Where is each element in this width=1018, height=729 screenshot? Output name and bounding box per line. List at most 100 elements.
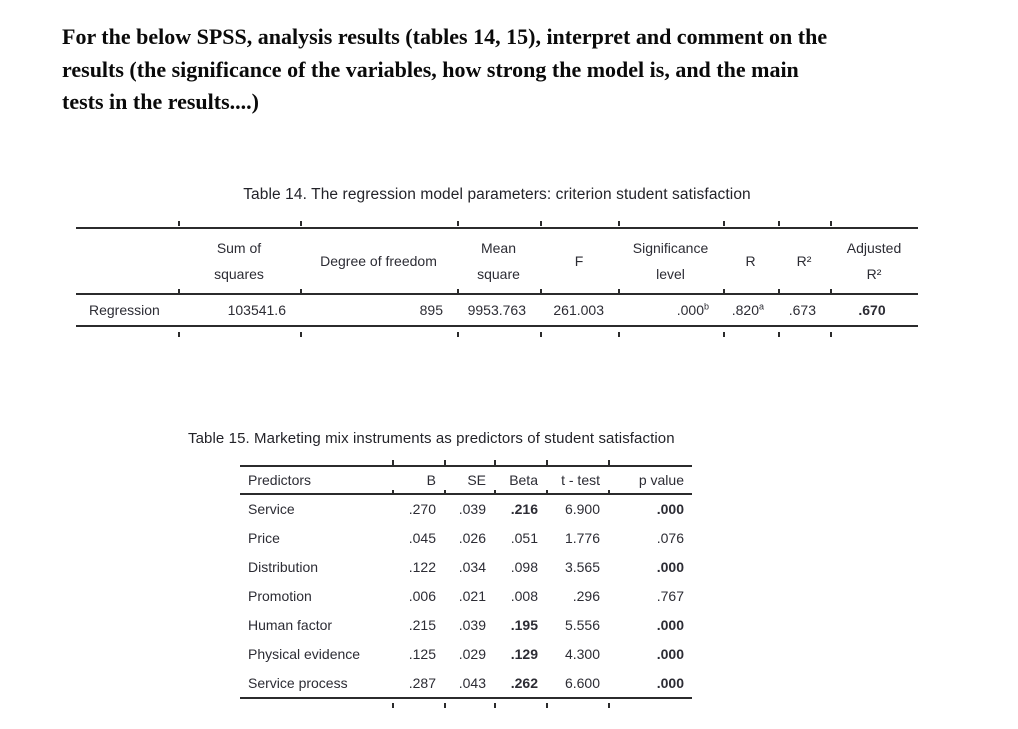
table15-header-b: B — [392, 465, 444, 495]
r-superscript: a — [758, 301, 764, 312]
header-line: Significance — [632, 240, 709, 256]
table-rule-tick — [618, 332, 620, 337]
f-cell: 261.003 — [540, 294, 618, 327]
table15-row-service-process: Service process .287 .043 .262 6.600 .00… — [240, 668, 692, 699]
table-rule-tick — [444, 703, 446, 708]
p-value-cell: .076 — [656, 529, 684, 546]
header-line: Sum of — [216, 240, 262, 256]
table14-caption: Table 14. The regression model parameter… — [243, 186, 751, 203]
t-test-cell: 4.300 — [564, 646, 600, 663]
table-rule-tick — [457, 332, 459, 337]
p-value-cell: .000 — [656, 646, 684, 663]
table-rule-tick — [723, 332, 725, 337]
p-value-cell: .000 — [656, 616, 684, 633]
table14-header-r-squared: R² — [778, 227, 830, 295]
question-line-1: For the below SPSS, analysis results (ta… — [62, 24, 828, 49]
table-rule-tick — [392, 490, 394, 495]
header-line: squares — [214, 266, 264, 282]
b-cell: .125 — [408, 646, 436, 663]
p-value-cell: .000 — [656, 558, 684, 575]
table-rule-tick — [540, 332, 542, 337]
table15-row-promotion: Promotion .006 .021 .008 .296 .767 — [240, 581, 692, 610]
table-rule-tick — [494, 490, 496, 495]
table15-row-price: Price .045 .026 .051 1.776 .076 — [240, 523, 692, 552]
table-rule-tick — [723, 289, 725, 294]
table-rule-tick — [830, 221, 832, 226]
b-cell: .287 — [392, 668, 444, 699]
r-value: .820 — [731, 302, 759, 318]
table-rule-tick — [608, 460, 610, 465]
se-cell: .026 — [458, 529, 486, 546]
table-rule-tick — [618, 221, 620, 226]
r-cell: .820a — [723, 294, 778, 327]
table15-row-human-factor: Human factor .215 .039 .195 5.556 .000 — [240, 610, 692, 639]
table-rule-tick — [457, 289, 459, 294]
table-rule-tick — [178, 289, 180, 294]
table-rule-tick — [300, 332, 302, 337]
p-value-cell: .000 — [608, 668, 692, 699]
degree-of-freedom-cell: 895 — [300, 294, 457, 327]
predictor-name-cell: Service — [248, 501, 295, 518]
table15-header-t-test: t - test — [546, 465, 608, 495]
predictor-name-cell: Service process — [240, 668, 392, 699]
t-test-cell: 5.556 — [564, 616, 600, 633]
se-cell: .039 — [458, 501, 486, 518]
table15-row-distribution: Distribution .122 .034 .098 3.565 .000 — [240, 552, 692, 581]
table-rule-tick — [494, 703, 496, 708]
table15-header-predictors: Predictors — [240, 465, 392, 495]
table14-header-significance-level: Significance level — [618, 227, 723, 295]
table-rule-tick — [494, 460, 496, 465]
regression-label-cell: Regression — [76, 294, 178, 327]
significance-superscript: b — [703, 301, 709, 312]
table-rule-tick — [778, 221, 780, 226]
p-value-cell: .000 — [656, 501, 684, 518]
question-line-2: results (the significance of the variabl… — [62, 56, 799, 82]
beta-cell: .216 — [510, 501, 538, 518]
table14-header-r: R — [723, 227, 778, 295]
t-test-cell: .296 — [572, 587, 600, 604]
table14-regression-model: Sum of squares Degree of freedom Mean squa… — [76, 227, 918, 327]
table15-row-service: Service .270 .039 .216 6.900 .000 — [240, 494, 692, 523]
table14-header-f: F — [540, 227, 618, 295]
table-rule-tick — [178, 221, 180, 226]
table-rule-tick — [608, 703, 610, 708]
table-rule-tick — [392, 703, 394, 708]
question-line-3: tests in the results....) — [62, 89, 259, 114]
header-line: Mean — [480, 240, 517, 256]
t-test-cell: 1.776 — [564, 529, 600, 546]
table-rule-tick — [830, 332, 832, 337]
b-cell: .006 — [408, 587, 436, 604]
t-test-cell: 6.600 — [546, 668, 608, 699]
beta-cell: .008 — [510, 587, 538, 604]
table15-predictors: Predictors B SE Beta t - test p value Se… — [240, 465, 692, 699]
table15-header-beta: Beta — [494, 465, 546, 495]
significance-cell: .000b — [618, 294, 723, 327]
se-cell: .039 — [458, 616, 486, 633]
beta-cell: .262 — [494, 668, 546, 699]
se-cell: .021 — [458, 587, 486, 604]
table14-header-row: Sum of squares Degree of freedom Mean squa… — [76, 227, 918, 295]
r-squared-cell: .673 — [778, 294, 830, 327]
t-test-cell: 6.900 — [564, 501, 600, 518]
header-line: level — [656, 266, 685, 282]
b-cell: .215 — [408, 616, 436, 633]
beta-cell: .051 — [510, 529, 538, 546]
table-rule-tick — [608, 490, 610, 495]
table-rule-tick — [546, 460, 548, 465]
beta-cell: .098 — [510, 558, 538, 575]
table14-header-empty — [76, 227, 178, 295]
sum-of-squares-cell: 103541.6 — [178, 294, 300, 327]
header-line: square — [477, 266, 520, 282]
table-rule-tick — [392, 460, 394, 465]
question-text: For the below SPSS, analysis results (ta… — [62, 21, 992, 119]
table-rule-tick — [300, 289, 302, 294]
significance-value: .000 — [676, 302, 704, 318]
table15-header-p-value: p value — [608, 465, 692, 495]
table14-header-sum-of-squares: Sum of squares — [178, 227, 300, 295]
predictor-name-cell: Distribution — [248, 558, 319, 575]
predictor-name-cell: Price — [248, 529, 280, 546]
adjusted-r-squared-cell: .670 — [830, 294, 918, 327]
t-test-cell: 3.565 — [564, 558, 600, 575]
table15-header-se: SE — [444, 465, 494, 495]
